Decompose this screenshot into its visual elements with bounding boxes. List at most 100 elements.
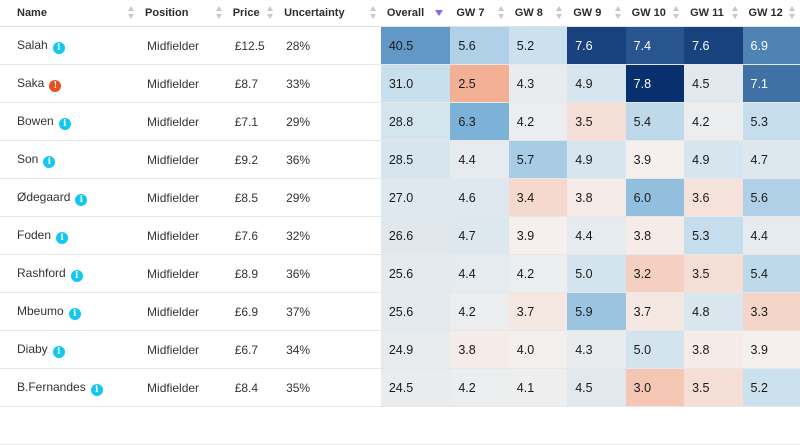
gw-cell: 5.0 <box>567 254 626 293</box>
table-row[interactable]: Diaby i Midfielder £6.7 34% 24.9 3.8 4.0 4.3 5.0 3… <box>0 330 800 369</box>
info-icon[interactable]: i <box>52 345 65 358</box>
table-row[interactable]: Salah i Midfielder £12.5 28% 40.5 5.6 5.2 7.6 7.4… <box>0 26 800 65</box>
gw-cell: 4.4 <box>450 254 509 293</box>
table-row[interactable]: Rashford i Midfielder £8.9 36% 25.6 4.4 4.2 5.0 3… <box>0 254 800 293</box>
header-name[interactable]: Name <box>0 0 140 27</box>
player-uncertainty: 35% <box>278 368 381 407</box>
table-row[interactable]: Mbeumo i Midfielder £6.9 37% 25.6 4.2 3.7 5.9 3.7… <box>0 292 800 331</box>
player-price: £6.9 <box>226 292 279 331</box>
sort-icon <box>215 6 223 20</box>
player-price: £7.6 <box>226 216 279 255</box>
gw-cell: 3.5 <box>567 102 626 141</box>
info-icon[interactable]: i <box>75 193 88 206</box>
info-icon[interactable]: i <box>56 231 69 244</box>
overall-cell: 24.5 <box>380 368 451 407</box>
overall-cell: 28.8 <box>380 102 451 141</box>
player-name[interactable]: B.Fernandes <box>17 379 86 394</box>
player-position: Midfielder <box>139 330 227 369</box>
player-position: Midfielder <box>139 140 227 179</box>
gw-cell: 4.2 <box>450 292 509 331</box>
gw-cell: 5.6 <box>742 178 800 217</box>
table-row[interactable]: Saka! Midfielder £8.7 33% 31.0 2.5 4.3 4.9 7.8 4.… <box>0 64 800 103</box>
player-name-cell: Salah i <box>0 26 140 65</box>
header-uncertainty[interactable]: Uncertainty <box>278 0 381 27</box>
sort-descending-icon <box>434 10 443 16</box>
player-name-cell <box>0 406 140 445</box>
table-row[interactable]: Bowen i Midfielder £7.1 29% 28.8 6.3 4.2 3.5 5.4 4… <box>0 102 800 141</box>
player-price: £9.2 <box>226 140 279 179</box>
player-name[interactable]: Foden <box>17 227 52 242</box>
player-name[interactable]: Saka <box>17 75 45 90</box>
info-icon[interactable]: i <box>90 383 103 396</box>
player-name[interactable]: Salah <box>17 37 48 52</box>
header-gw8[interactable]: GW 8 <box>508 0 568 27</box>
player-price: £8.9 <box>226 254 279 293</box>
gw-cell: 5.4 <box>625 102 685 141</box>
header-gw-label: GW 12 <box>748 7 783 19</box>
table-row[interactable]: Ødegaard i Midfielder £8.5 29% 27.0 4.6 3.4 3.8 6… <box>0 178 800 217</box>
gw-cell: 5.7 <box>508 140 568 179</box>
player-name-cell: Diaby i <box>0 330 140 369</box>
info-icon[interactable]: i <box>52 41 65 54</box>
gw-cell: 3.5 <box>684 368 743 407</box>
info-icon[interactable]: i <box>58 117 71 130</box>
sort-icon <box>673 6 680 20</box>
info-icon[interactable]: i <box>43 155 56 168</box>
gw-cell: 4.8 <box>684 292 743 331</box>
gw-cell: 4.9 <box>567 140 626 179</box>
gw-cell: 4.4 <box>567 216 626 255</box>
gw-cell: 4.0 <box>508 330 568 369</box>
alert-icon[interactable]: ! <box>49 79 62 92</box>
gw-cell: 3.9 <box>742 330 800 369</box>
header-position-label: Position <box>145 7 189 19</box>
table-row[interactable]: Son i Midfielder £9.2 36% 28.5 4.4 5.7 4.9 3.9 4.9… <box>0 140 800 179</box>
header-position[interactable]: Position <box>139 0 227 27</box>
info-icon[interactable]: i <box>70 269 83 282</box>
player-uncertainty: 33% <box>278 64 381 103</box>
gw-cell: 7.1 <box>742 64 800 103</box>
overall-cell: 40.5 <box>380 26 451 65</box>
player-name[interactable]: Rashford <box>17 265 66 280</box>
header-overall[interactable]: Overall <box>380 0 451 27</box>
player-name-cell: Rashford i <box>0 254 140 293</box>
gw-cell <box>625 406 685 445</box>
gw-cell: 4.7 <box>742 140 800 179</box>
player-uncertainty: 32% <box>278 216 381 255</box>
player-name-cell: Foden i <box>0 216 140 255</box>
header-gw-label: GW 7 <box>456 7 485 19</box>
gw-cell <box>684 406 743 445</box>
info-icon[interactable]: i <box>68 307 81 320</box>
player-name[interactable]: Mbeumo <box>17 303 64 318</box>
header-gw11[interactable]: GW 11 <box>684 0 743 27</box>
player-name[interactable]: Diaby <box>17 341 48 356</box>
gw-cell: 3.8 <box>625 216 685 255</box>
gw-cell: 5.0 <box>625 330 685 369</box>
gw-cell: 4.4 <box>450 140 509 179</box>
sort-icon <box>497 6 505 20</box>
gw-cell: 4.9 <box>567 64 626 103</box>
player-price: £8.7 <box>226 64 279 103</box>
player-name-cell: Saka! <box>0 64 140 103</box>
gw-cell: 6.0 <box>625 178 685 217</box>
table-row[interactable] <box>0 406 800 445</box>
gw-cell: 4.3 <box>567 330 626 369</box>
gw-cell: 5.4 <box>742 254 800 293</box>
overall-cell: 31.0 <box>380 64 451 103</box>
header-gw7[interactable]: GW 7 <box>450 0 509 27</box>
table-row[interactable]: Foden i Midfielder £7.6 32% 26.6 4.7 3.9 4.4 3.8 5… <box>0 216 800 255</box>
header-gw12[interactable]: GW 12 <box>742 0 800 27</box>
overall-cell <box>380 406 451 445</box>
sort-icon <box>789 6 796 20</box>
header-price-label: Price <box>232 7 260 19</box>
overall-cell: 27.0 <box>380 178 451 217</box>
player-name[interactable]: Ødegaard <box>17 189 71 204</box>
gw-cell: 4.2 <box>508 254 568 293</box>
header-name-label: Name <box>17 7 47 19</box>
header-price[interactable]: Price <box>226 0 279 27</box>
header-gw10[interactable]: GW 10 <box>625 0 685 27</box>
header-gw9[interactable]: GW 9 <box>567 0 626 27</box>
player-price: £8.5 <box>226 178 279 217</box>
table-row[interactable]: B.Fernandes i Midfielder £8.4 35% 24.5 4.2 4.1 4… <box>0 368 800 407</box>
player-name[interactable]: Son <box>17 151 39 166</box>
player-name[interactable]: Bowen <box>17 113 54 128</box>
